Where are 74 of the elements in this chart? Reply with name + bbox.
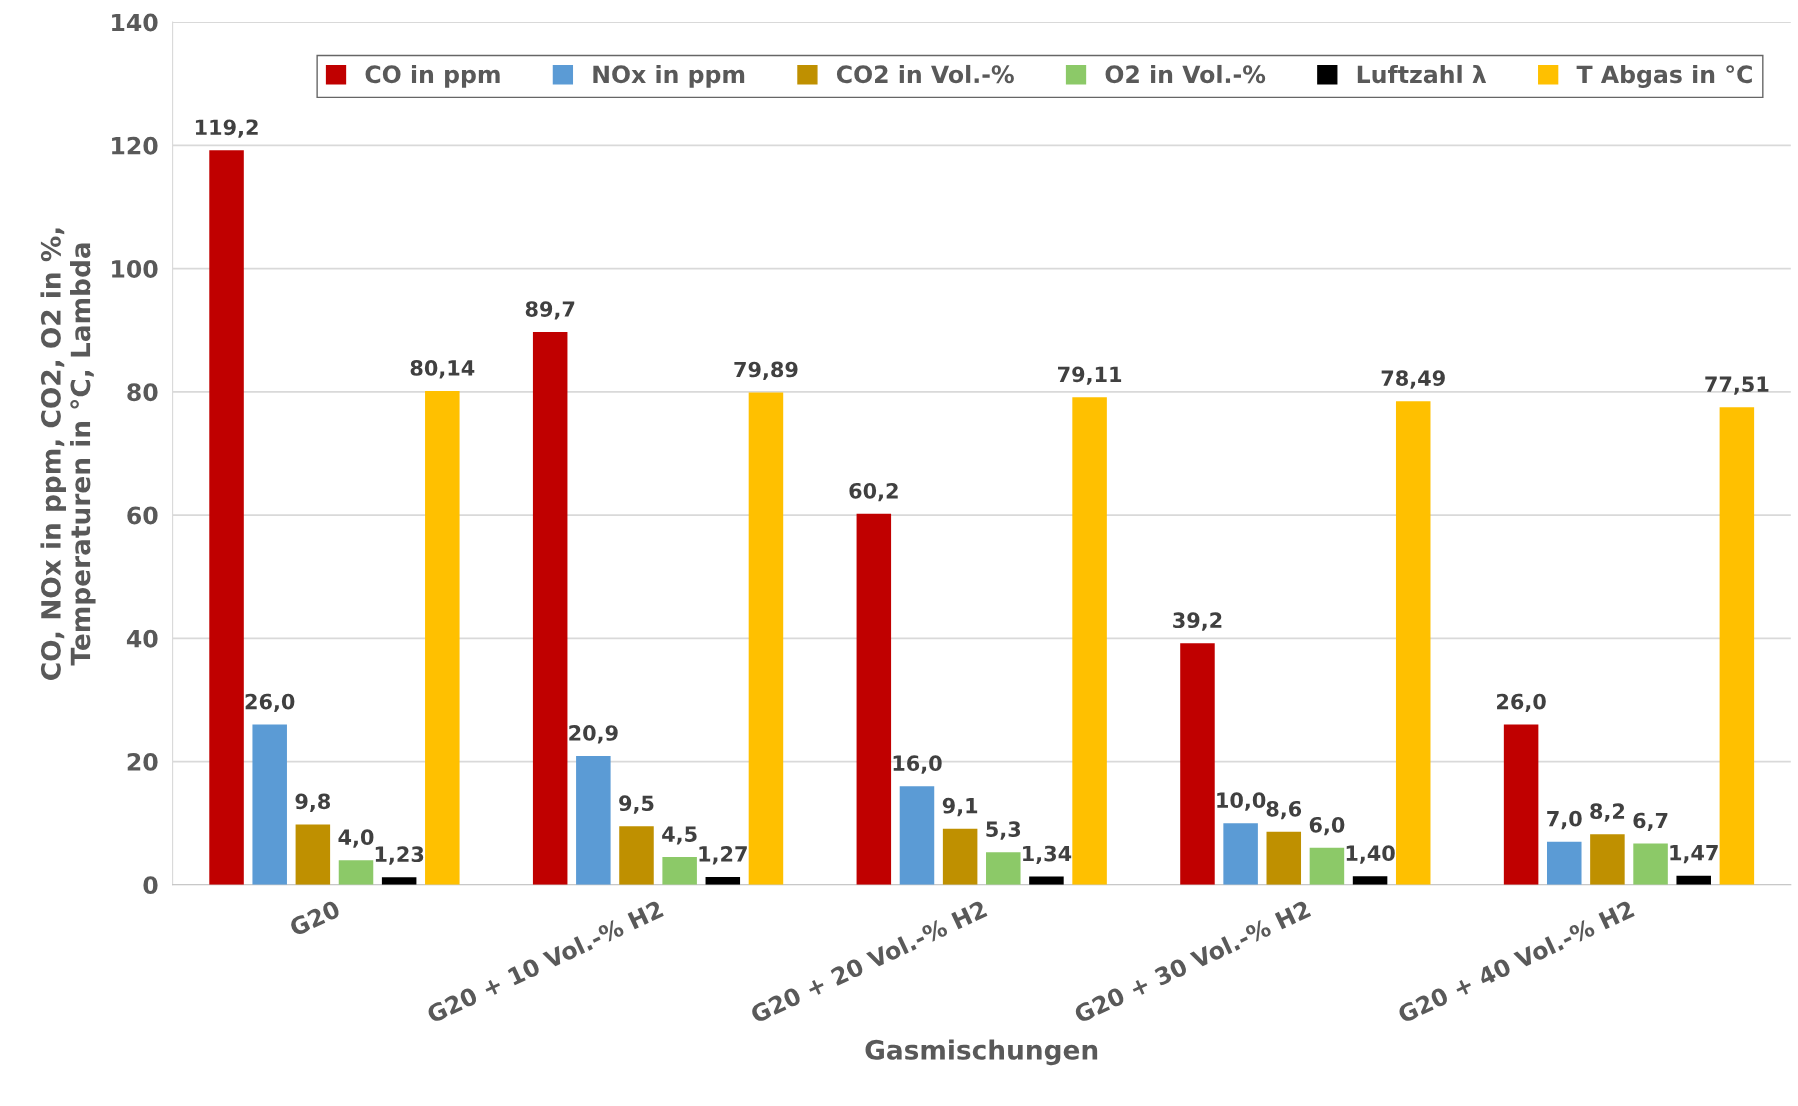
bar [1352,876,1388,885]
bar [619,826,654,885]
bar [1719,407,1755,885]
data-label: 119,2 [195,119,258,138]
bar [381,877,417,885]
x-axis-title: Gasmischungen [865,1039,1098,1066]
bar [1180,643,1215,885]
bar [209,150,244,885]
bar [532,332,568,885]
legend-label: CO in ppm [365,64,500,88]
data-label: 26,0 [1497,693,1546,713]
data-label: 89,7 [525,301,575,320]
bar [942,828,978,885]
data-label: 78,49 [1381,370,1445,389]
data-label: 79,11 [1058,366,1122,385]
y-tick-label: 100 [112,260,158,278]
data-label: 80,14 [410,360,475,379]
bar [1547,841,1582,885]
bar [576,756,611,885]
data-label: 79,89 [734,361,798,381]
data-label: 16,0 [893,755,942,774]
bar [1590,834,1625,885]
y-axis-title: CO, NOx in ppm, CO2, O2 in %, Temperaturen in °C, Lambda [40,228,96,680]
bar [1223,823,1258,885]
bar [856,513,892,885]
data-label: 77,51 [1705,376,1769,395]
bar [1633,843,1668,885]
data-label: 1,27 [699,846,747,865]
data-label: 9,8 [295,793,331,812]
legend-label: O2 in Vol.-% [1105,64,1266,84]
legend-label: Luftzahl λ [1357,64,1487,84]
data-label: 4,0 [338,829,374,848]
x-tick-label: G20 [288,899,342,937]
bar [748,392,784,885]
legend-label: T Abgas in °C [1576,64,1752,88]
data-label: 60,2 [849,482,898,502]
bar [295,824,331,885]
data-label: 1,34 [1023,845,1072,865]
data-label: 39,2 [1173,612,1222,631]
bar [1503,724,1539,885]
legend-label: NOx in ppm [593,64,745,88]
bar [252,724,287,885]
data-label: 6,7 [1633,812,1668,832]
y-tick-label: 40 [126,629,158,648]
data-label: 8,6 [1266,800,1302,820]
bar [1395,401,1431,885]
legend-label: CO2 in Vol.-% [836,64,1014,84]
y-tick-label: 60 [127,506,158,525]
bar [425,390,460,885]
bar [1266,831,1302,885]
y-tick-label: 120 [112,136,158,155]
bar [899,786,935,885]
bar [338,860,374,885]
bar [986,852,1021,885]
data-label: 9,1 [942,797,978,817]
data-label: 7,0 [1547,810,1582,830]
y-tick-label: 0 [143,876,158,895]
data-label: 1,23 [375,846,424,865]
data-label: 20,9 [569,725,618,744]
bar [662,857,697,885]
data-label: 4,5 [662,826,697,845]
data-label: 5,3 [986,821,1021,840]
data-label: 8,2 [1590,803,1625,822]
data-label: 26,0 [245,693,295,713]
y-tick-label: 20 [127,753,158,771]
data-label: 1,47 [1670,845,1718,864]
data-label: 9,5 [619,795,654,814]
data-label: 10,0 [1217,792,1266,811]
data-label: 1,40 [1346,845,1395,864]
bar [1072,397,1107,885]
data-label: 6,0 [1309,816,1345,836]
bar [1309,847,1345,885]
y-tick-label: 80 [127,383,158,402]
y-tick-label: 140 [112,13,158,32]
